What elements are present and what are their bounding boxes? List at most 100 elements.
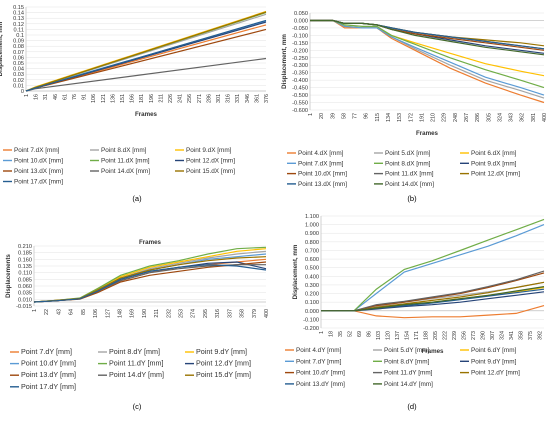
y-tick-label: 0.12 <box>13 22 24 28</box>
x-tick-label: 286 <box>475 113 481 122</box>
x-tick-label: 86 <box>367 331 373 337</box>
x-tick-label: 211 <box>158 94 164 103</box>
legend-label: Point 9.dY [mm] <box>471 358 517 365</box>
legend-label: Point 13.dY [mm] <box>296 381 345 388</box>
legend-label: Point 13.dX [mm] <box>298 181 347 188</box>
x-tick-label: 346 <box>245 94 251 103</box>
x-tick-label: 211 <box>154 309 160 318</box>
x-tick-label: 392 <box>538 331 544 340</box>
x-tick-label: 20 <box>319 113 325 119</box>
series-line <box>310 19 545 104</box>
x-tick-label: 120 <box>386 331 392 340</box>
legend-label: Point 5.dY [mm] <box>384 347 430 354</box>
series-line <box>321 291 545 312</box>
panel-caption: (a) <box>132 194 142 203</box>
legend-label: Point 7.dY [mm] <box>296 358 342 365</box>
x-tick-label: 222 <box>443 331 449 340</box>
y-tick-label: -0.400 <box>292 78 308 84</box>
legend-label: Point 7.dX [mm] <box>298 160 344 167</box>
x-tick-label: 171 <box>414 331 420 340</box>
legend-label: Point 15.dY [mm] <box>196 370 251 379</box>
x-tick-label: 248 <box>453 113 459 122</box>
x-tick-label: 307 <box>490 331 496 340</box>
legend-label: Point 12.dY [mm] <box>196 359 251 368</box>
y-tick-label: 0.600 <box>305 257 319 263</box>
x-tick-label: 46 <box>53 94 59 100</box>
legend-label: Point 14.dX [mm] <box>101 168 150 175</box>
legend-label: Point 10.dX [mm] <box>298 171 347 178</box>
x-tick-label: 85 <box>81 309 87 315</box>
x-tick-label: 191 <box>419 113 425 122</box>
x-tick-label: 188 <box>424 331 430 340</box>
y-tick-label: 0.11 <box>14 27 24 33</box>
x-tick-label: 127 <box>105 309 111 318</box>
y-tick-label: 0.700 <box>305 248 319 254</box>
x-tick-label: 361 <box>254 94 260 103</box>
series-line <box>33 261 267 303</box>
legend-label: Point 14.dX [mm] <box>385 181 434 188</box>
y-tick-label: 0.035 <box>18 291 32 297</box>
y-tick-label: 0.07 <box>13 50 24 56</box>
y-tick-label: 0.100 <box>305 300 319 306</box>
x-tick-label: 239 <box>452 331 458 340</box>
x-tick-label: 181 <box>139 94 145 103</box>
legend-label: Point 14.dY [mm] <box>384 381 433 388</box>
x-tick-label: 381 <box>531 113 537 122</box>
series-line <box>33 253 267 303</box>
x-tick-label: 274 <box>191 309 197 318</box>
x-tick-label: 362 <box>520 113 526 122</box>
legend-label: Point 13.dX [mm] <box>14 168 63 175</box>
y-tick-label: 0.135 <box>18 264 32 270</box>
series-line <box>310 19 545 56</box>
legend-label: Point 5.dX [mm] <box>385 150 431 157</box>
x-tick-label: 290 <box>481 331 487 340</box>
x-tick-label: 134 <box>386 113 392 122</box>
x-tick-label: 358 <box>240 309 246 318</box>
y-tick-label: -0.200 <box>292 48 308 54</box>
x-tick-label: 210 <box>431 113 437 122</box>
legend-label: Point 13.dY [mm] <box>21 370 76 379</box>
x-axis-title: Frames <box>416 130 439 137</box>
legend-label: Point 17.dY [mm] <box>21 382 76 391</box>
legend-label: Point 17.dX [mm] <box>14 179 63 186</box>
x-tick-label: 400 <box>264 309 270 318</box>
legend-label: Point 12.dX [mm] <box>186 158 235 165</box>
legend-label: Point 7.dY [mm] <box>21 347 72 356</box>
y-tick-label: 0.200 <box>305 292 319 298</box>
x-tick-label: 166 <box>130 94 136 103</box>
y-tick-label: -0.300 <box>292 63 308 69</box>
x-tick-label: 39 <box>330 113 336 119</box>
y-tick-label: -0.200 <box>303 326 319 332</box>
legend-label: Point 10.dY [mm] <box>21 359 76 368</box>
series-line <box>321 224 545 312</box>
legend-label: Point 10.dY [mm] <box>296 370 345 377</box>
y-tick-label: 0.050 <box>294 11 308 17</box>
y-tick-label: 0.01 <box>13 83 24 89</box>
x-tick-label: 343 <box>509 113 515 122</box>
series-line <box>321 270 545 312</box>
x-tick-label: 103 <box>376 331 382 340</box>
x-tick-label: 18 <box>329 331 335 337</box>
x-tick-label: 31 <box>43 94 49 100</box>
y-tick-label: 0.1 <box>16 33 24 39</box>
x-tick-label: 324 <box>497 113 503 122</box>
x-tick-label: 172 <box>408 113 414 122</box>
x-tick-label: 196 <box>149 94 155 103</box>
x-tick-label: 1 <box>308 113 314 116</box>
y-axis-title: Displacement, mm <box>281 34 288 89</box>
x-tick-label: 115 <box>375 113 381 122</box>
series-line <box>310 19 545 77</box>
x-tick-label: 16 <box>34 94 40 100</box>
series-line <box>33 246 267 303</box>
legend-label: Point 4.dY [mm] <box>296 347 342 354</box>
y-tick-label: 0.160 <box>18 257 32 263</box>
series-line <box>310 19 545 89</box>
y-tick-label: 0.185 <box>18 251 32 257</box>
x-tick-label: 43 <box>56 309 62 315</box>
x-axis-title: Frames <box>139 239 162 246</box>
y-tick-label: 0.05 <box>13 61 24 67</box>
legend-label: Point 8.dY [mm] <box>109 347 160 356</box>
y-tick-label: 1.100 <box>305 214 319 220</box>
x-axis-title: Frames <box>421 348 444 355</box>
